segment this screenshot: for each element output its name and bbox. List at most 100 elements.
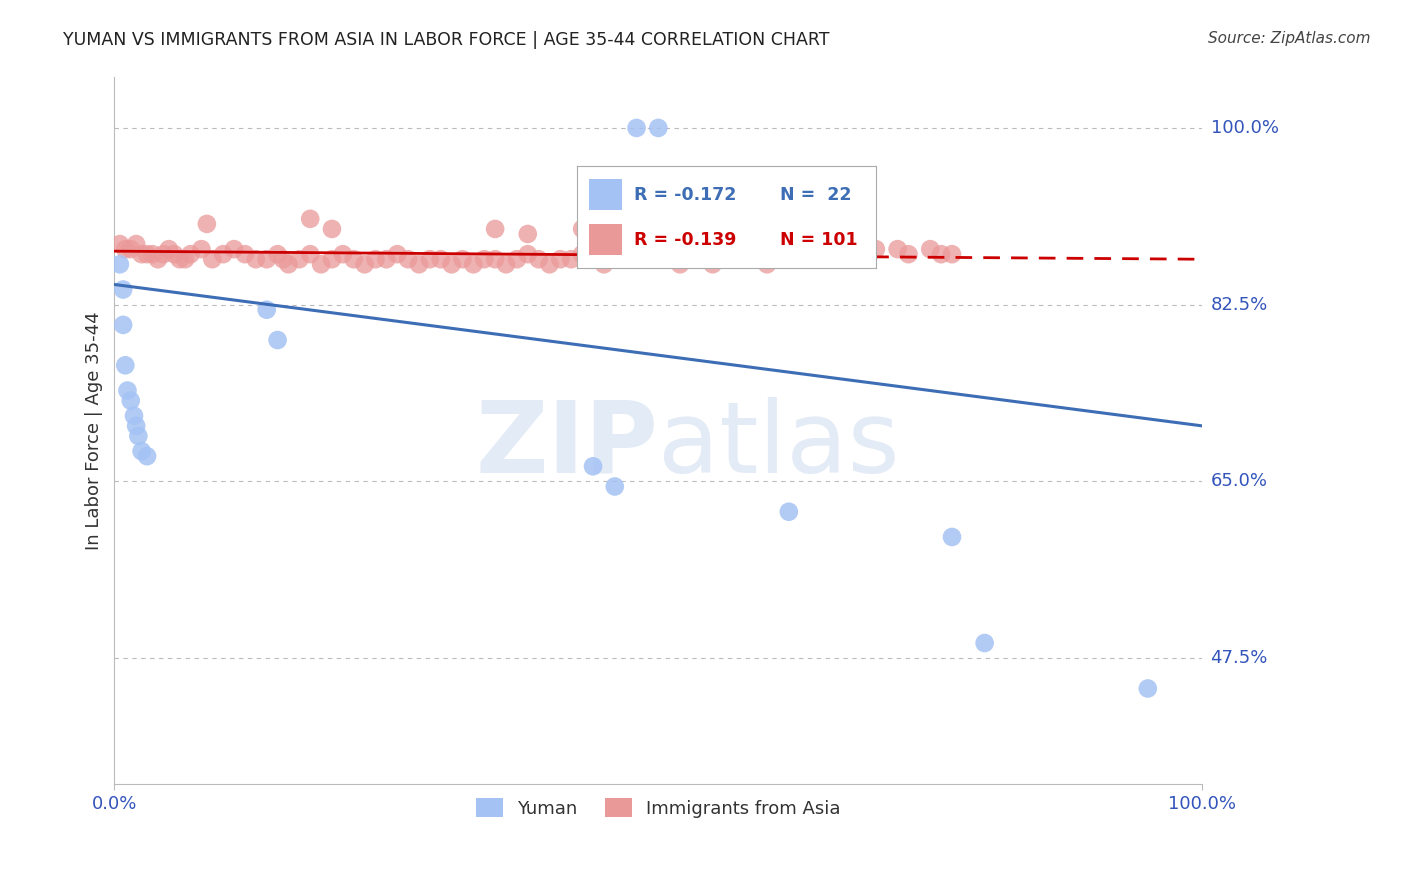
Point	[190, 242, 212, 256]
Point	[201, 252, 224, 267]
Point	[163, 247, 186, 261]
Point	[495, 257, 517, 271]
Point	[723, 247, 745, 261]
Point	[375, 252, 398, 267]
Point	[550, 252, 572, 267]
Point	[920, 242, 942, 256]
Point	[212, 247, 235, 261]
Point	[120, 393, 142, 408]
Point	[125, 237, 148, 252]
Point	[266, 333, 288, 347]
Point	[941, 247, 963, 261]
Point	[256, 252, 278, 267]
Text: 82.5%: 82.5%	[1211, 295, 1268, 314]
Point	[647, 207, 669, 221]
Point	[865, 242, 887, 256]
Point	[245, 252, 267, 267]
Point	[321, 252, 343, 267]
Point	[131, 247, 153, 261]
Point	[120, 242, 142, 256]
Point	[734, 252, 756, 267]
Point	[647, 120, 669, 135]
Point	[309, 257, 332, 271]
Point	[690, 252, 713, 267]
Point	[756, 237, 779, 252]
Point	[169, 252, 191, 267]
Point	[658, 252, 681, 267]
Point	[112, 283, 135, 297]
Point	[343, 252, 366, 267]
Point	[256, 302, 278, 317]
Point	[484, 252, 506, 267]
Point	[419, 252, 441, 267]
Text: atlas: atlas	[658, 397, 900, 493]
Point	[387, 247, 409, 261]
Point	[603, 252, 626, 267]
Point	[1136, 681, 1159, 696]
Point	[800, 252, 823, 267]
Point	[560, 252, 582, 267]
Point	[429, 252, 451, 267]
Point	[516, 247, 538, 261]
Point	[647, 247, 669, 261]
Text: 65.0%: 65.0%	[1211, 473, 1268, 491]
Text: 47.5%: 47.5%	[1211, 649, 1268, 667]
Point	[778, 505, 800, 519]
Point	[669, 207, 692, 221]
Point	[180, 247, 202, 261]
Point	[658, 211, 681, 226]
Point	[664, 247, 686, 261]
Point	[266, 247, 288, 261]
Point	[658, 242, 681, 256]
Point	[702, 257, 724, 271]
Point	[571, 247, 593, 261]
Point	[593, 217, 616, 231]
Point	[108, 257, 131, 271]
Point	[897, 247, 920, 261]
Point	[472, 252, 495, 267]
Point	[299, 247, 322, 261]
Point	[136, 247, 159, 261]
Point	[288, 252, 311, 267]
Point	[117, 384, 139, 398]
Text: YUMAN VS IMMIGRANTS FROM ASIA IN LABOR FORCE | AGE 35-44 CORRELATION CHART: YUMAN VS IMMIGRANTS FROM ASIA IN LABOR F…	[63, 31, 830, 49]
Point	[131, 444, 153, 458]
Point	[277, 257, 299, 271]
Point	[114, 359, 136, 373]
Point	[789, 252, 811, 267]
Point	[516, 227, 538, 241]
Point	[174, 252, 197, 267]
Point	[626, 120, 648, 135]
Point	[527, 252, 550, 267]
Point	[669, 257, 692, 271]
Point	[652, 237, 675, 252]
Point	[582, 252, 605, 267]
Point	[756, 257, 779, 271]
Point	[408, 257, 430, 271]
Point	[364, 252, 387, 267]
Text: ZIP: ZIP	[475, 397, 658, 493]
Point	[679, 252, 702, 267]
Point	[451, 252, 474, 267]
Point	[973, 636, 995, 650]
Point	[233, 247, 256, 261]
Point	[614, 227, 637, 241]
Point	[396, 252, 419, 267]
Point	[108, 237, 131, 252]
Point	[114, 242, 136, 256]
Point	[636, 252, 658, 267]
Point	[745, 252, 768, 267]
Point	[713, 242, 735, 256]
Point	[582, 459, 605, 474]
Y-axis label: In Labor Force | Age 35-44: In Labor Force | Age 35-44	[86, 311, 103, 550]
Point	[679, 211, 702, 226]
Point	[626, 211, 648, 226]
Point	[125, 418, 148, 433]
Point	[136, 449, 159, 463]
Point	[141, 247, 163, 261]
Point	[299, 211, 322, 226]
Point	[122, 409, 145, 423]
Point	[571, 222, 593, 236]
Point	[440, 257, 463, 271]
Point	[593, 257, 616, 271]
